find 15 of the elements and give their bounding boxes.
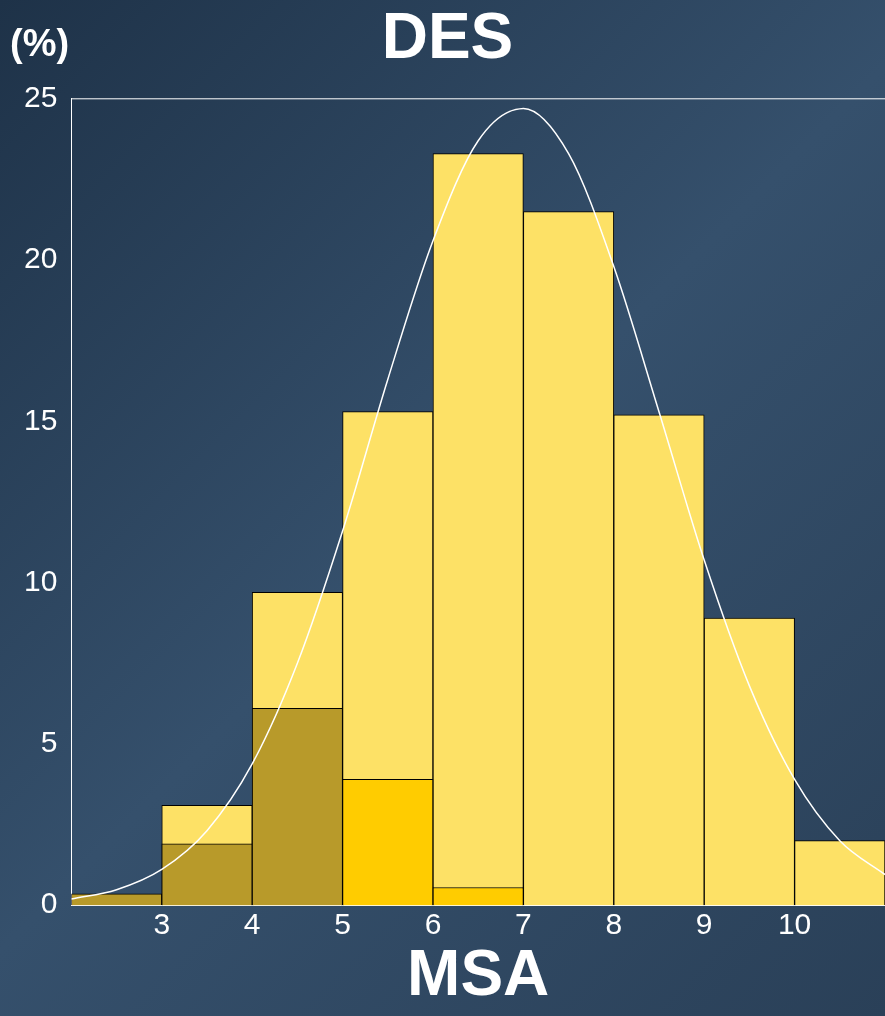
chart-title: DES: [381, 0, 514, 73]
x-tick-label: 8: [605, 907, 623, 941]
y-axis-title: (%): [10, 22, 70, 65]
x-tick-label: 4: [243, 907, 261, 941]
y-tick-label: 10: [23, 563, 58, 597]
x-tick-label: 10: [777, 907, 812, 941]
y-tick-label: 0: [40, 886, 58, 920]
y-tick-label: 5: [40, 725, 58, 759]
y-tick-label: 20: [23, 241, 58, 275]
line-series: [71, 107, 885, 900]
y-tick-label: 25: [23, 80, 58, 114]
x-tick-label: 9: [695, 907, 713, 941]
y-tick-label: 15: [23, 402, 58, 436]
x-tick-label: 5: [334, 907, 351, 941]
x-tick-label: 3: [153, 907, 171, 941]
